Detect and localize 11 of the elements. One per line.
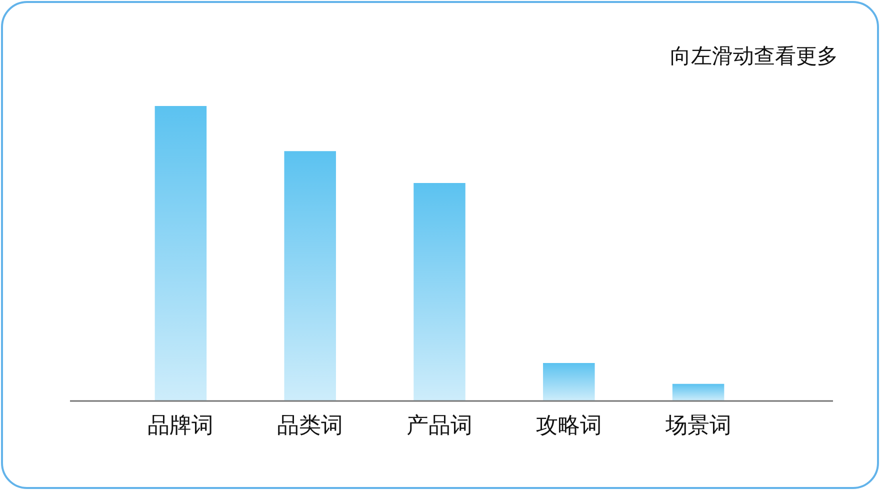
x-tick-label: 品类词: [277, 414, 344, 438]
x-tick-label: 攻略词: [536, 414, 602, 438]
x-tick-label: 场景词: [664, 414, 732, 438]
x-tick-label: 产品词: [406, 414, 472, 438]
bar: [284, 151, 336, 401]
bar: [672, 384, 724, 401]
bar: [414, 182, 466, 401]
bar: [154, 106, 207, 401]
x-tick-label: 品牌词: [148, 414, 214, 438]
bar: [543, 362, 595, 401]
text: 向左滑动查看更多: [670, 43, 838, 70]
